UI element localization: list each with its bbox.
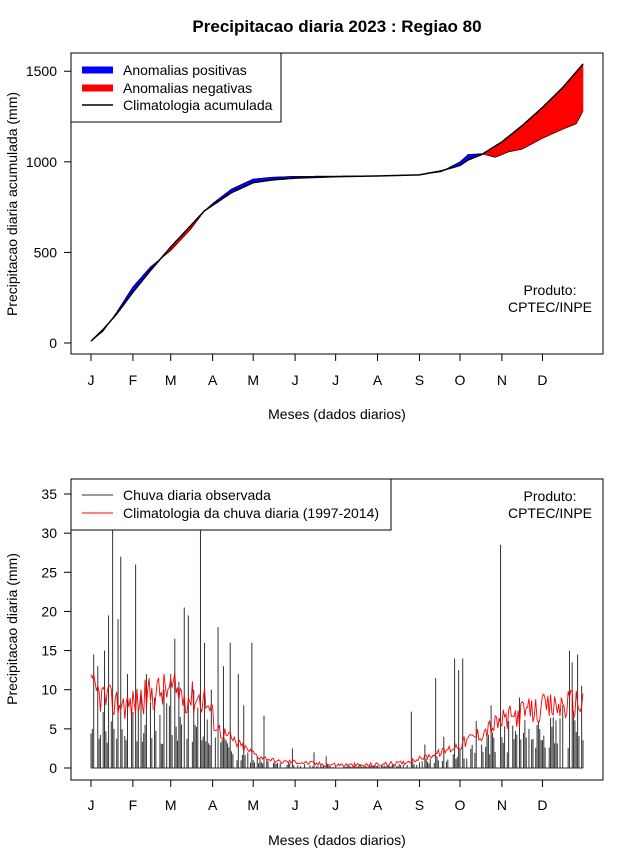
legend-label-climatology-daily: Climatologia da chuva diaria (1997-2014) [123, 505, 379, 521]
top-x-tick-label: O [455, 372, 466, 388]
top-x-tick-label: M [247, 372, 259, 388]
top-x-tick-label: F [129, 372, 138, 388]
bottom-legend-box [70, 478, 392, 531]
top-legend: Anomalias positivas Anomalias negativas … [70, 52, 282, 123]
bottom-chart: 0 5 10 15 20 25 30 35 J F M A M J J A S O N D Meses (dados… [4, 478, 604, 848]
bottom-legend: Chuva diaria observada Climatologia da c… [70, 478, 392, 531]
legend-label-observed: Chuva diaria observada [123, 487, 271, 503]
bottom-x-tick-label: F [129, 797, 138, 813]
top-lines [90, 63, 584, 342]
legend-label-negative: Anomalias negativas [123, 80, 252, 96]
top-annotation-line1: Produto: [524, 282, 577, 298]
bottom-y-tick-label: 10 [41, 682, 57, 698]
top-x-tick-label: A [373, 372, 383, 388]
climatology-accumulated-line [90, 63, 584, 342]
bottom-y-tick-label: 35 [41, 486, 57, 502]
top-x-tick-label: J [88, 372, 95, 388]
bottom-x-tick-label: J [292, 797, 299, 813]
bottom-y-tick-label: 15 [41, 643, 57, 659]
top-x-tick-label: S [415, 372, 424, 388]
top-chart: Precipitacao diaria 2023 : Regiao 80 0 50… [4, 17, 604, 422]
top-y-tick-label: 1000 [26, 154, 57, 170]
bottom-x-tick-label: A [208, 797, 218, 813]
top-x-tick-label: M [165, 372, 177, 388]
top-x-tick-label: A [208, 372, 218, 388]
bottom-x-tick-label: O [455, 797, 466, 813]
bottom-y-axis: 0 5 10 15 20 25 30 35 [41, 486, 72, 776]
top-chart-title: Precipitacao diaria 2023 : Regiao 80 [192, 17, 481, 36]
bottom-x-tick-label: J [332, 797, 339, 813]
bottom-x-tick-label: M [165, 797, 177, 813]
observed-daily-bars [90, 517, 584, 769]
bottom-x-tick-label: D [537, 797, 547, 813]
top-y-tick-label: 500 [34, 244, 58, 260]
legend-label-positive: Anomalias positivas [123, 62, 247, 78]
bottom-y-tick-label: 30 [41, 525, 57, 541]
top-legend-box [70, 52, 282, 123]
bottom-y-tick-label: 20 [41, 603, 57, 619]
bottom-x-label: Meses (dados diarios) [268, 832, 406, 848]
bottom-y-tick-label: 0 [49, 760, 57, 776]
top-x-label: Meses (dados diarios) [268, 406, 406, 422]
bottom-x-tick-label: A [373, 797, 383, 813]
top-y-tick-label: 0 [49, 335, 57, 351]
bottom-x-tick-label: S [415, 797, 424, 813]
bottom-x-tick-label: N [497, 797, 507, 813]
bottom-y-tick-label: 25 [41, 564, 57, 580]
top-y-label: Precipitacao diaria acumulada (mm) [4, 92, 20, 316]
bottom-x-tick-label: M [247, 797, 259, 813]
bottom-annotation-line1: Produto: [524, 488, 577, 504]
top-x-tick-label: J [332, 372, 339, 388]
top-x-tick-label: J [292, 372, 299, 388]
legend-label-climatology: Climatologia acumulada [123, 97, 273, 113]
positive-anomaly-area [109, 153, 484, 322]
top-y-axis: 0 500 1000 1500 [26, 63, 72, 351]
bottom-lines [90, 672, 584, 769]
bottom-y-label: Precipitacao diaria (mm) [4, 553, 20, 705]
top-x-tick-label: D [537, 372, 547, 388]
bottom-x-tick-label: J [88, 797, 95, 813]
top-x-tick-label: N [497, 372, 507, 388]
climatology-daily-line [90, 672, 584, 769]
bottom-annotation-line2: CPTEC/INPE [508, 505, 592, 521]
bottom-y-tick-label: 5 [49, 721, 57, 737]
top-y-tick-label: 1500 [26, 63, 57, 79]
top-annotation-line2: CPTEC/INPE [508, 299, 592, 315]
